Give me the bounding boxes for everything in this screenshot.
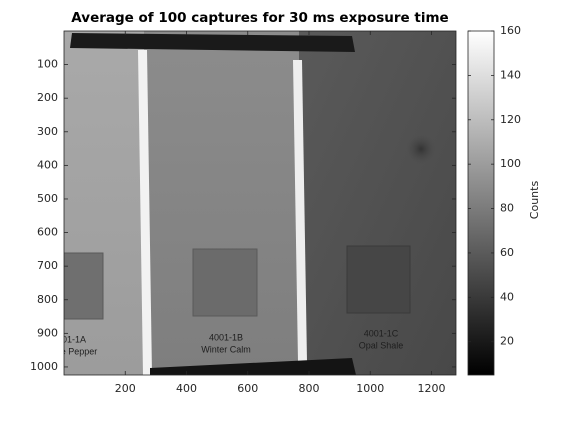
y-tick-label: 700 — [37, 259, 58, 272]
colorbar-tick-label: 120 — [500, 113, 521, 126]
colorbar — [467, 30, 495, 376]
y-tick-label: 100 — [37, 58, 58, 71]
colorbar-label: Counts — [528, 181, 541, 220]
colorbar-tick-label: 140 — [500, 68, 521, 81]
chart-title: Average of 100 captures for 30 ms exposu… — [71, 10, 448, 26]
x-tick-label: 1200 — [418, 382, 446, 395]
axes-box — [63, 30, 457, 376]
image-label: 4001-1B — [209, 332, 243, 342]
x-tick-label: 200 — [115, 382, 136, 395]
colorbar-tick-label: 20 — [500, 335, 514, 348]
image-label: Winter Calm — [201, 344, 251, 354]
image-label: Opal Shale — [359, 340, 404, 350]
image-label: 01-1A — [62, 334, 86, 344]
colorbar-tick-label: 160 — [500, 24, 521, 37]
colorbar-tick-label: 60 — [500, 246, 514, 259]
image-label: e Pepper — [61, 346, 98, 356]
y-tick-label: 600 — [37, 226, 58, 239]
image-label: 4001-1C — [364, 328, 399, 338]
y-tick-label: 500 — [37, 192, 58, 205]
colorbar-tick-label: 40 — [500, 290, 514, 303]
y-tick-label: 300 — [37, 125, 58, 138]
x-tick-label: 400 — [176, 382, 197, 395]
colorbar-tick-label: 100 — [500, 157, 521, 170]
image: 01-1A e Pepper 4001-1B Winter Calm 4001-… — [61, 31, 456, 375]
y-tick-label: 900 — [37, 326, 58, 339]
y-tick-label: 400 — [37, 158, 58, 171]
x-tick-label: 600 — [237, 382, 258, 395]
y-tick-label: 800 — [37, 293, 58, 306]
colorbar-tick-label: 80 — [500, 202, 514, 215]
x-tick-label: 800 — [299, 382, 320, 395]
y-tick-label: 200 — [37, 91, 58, 104]
y-tick-label: 1000 — [30, 360, 58, 373]
x-tick-label: 1000 — [356, 382, 384, 395]
